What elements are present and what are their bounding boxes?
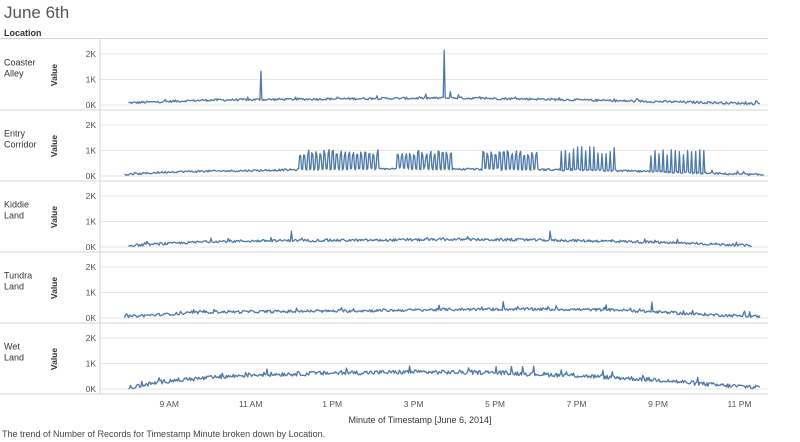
x-tick-label: 3 PM (404, 399, 424, 409)
y-tick-label: 1K (86, 74, 97, 84)
x-tick-label: 5 PM (485, 399, 505, 409)
row-label: Wet (4, 342, 20, 352)
y-tick-label: 1K (86, 358, 97, 368)
y-tick-label: 2K (86, 262, 97, 272)
row-label: Corridor (4, 140, 37, 150)
y-tick-label: 2K (86, 120, 97, 130)
y-tick-label: 0K (86, 100, 97, 110)
row-label: Land (4, 353, 24, 363)
page-title: June 6th (4, 3, 70, 22)
y-axis-label: Value (49, 277, 59, 299)
header-divider (0, 38, 768, 39)
x-tick-label: 9 AM (160, 399, 179, 409)
y-tick-label: 0K (86, 242, 97, 252)
series-line (124, 146, 764, 177)
series-line (128, 365, 761, 390)
x-tick-label: 11 AM (239, 399, 262, 409)
y-tick-label: 2K (86, 333, 97, 343)
y-tick-label: 0K (86, 313, 97, 323)
y-tick-label: 1K (86, 287, 97, 297)
y-axis-label: Value (49, 348, 59, 370)
y-tick-label: 2K (86, 49, 97, 59)
y-tick-label: 0K (86, 171, 97, 181)
chart-caption: The trend of Number of Records for Times… (2, 429, 326, 439)
x-axis-label: Minute of Timestamp [June 6, 2014] (348, 415, 491, 425)
row-label: Land (4, 211, 24, 221)
y-axis-label: Value (49, 64, 59, 86)
row-label: Kiddie (4, 200, 29, 210)
x-tick-label: 11 PM (728, 399, 752, 409)
row-label: Alley (4, 69, 24, 79)
row-label: Entry (4, 129, 26, 139)
x-tick-label: 7 PM (567, 399, 587, 409)
row-header: Location (4, 28, 42, 38)
y-tick-label: 0K (86, 384, 97, 394)
y-tick-label: 1K (86, 216, 97, 226)
y-axis-label: Value (49, 135, 59, 157)
y-axis-label: Value (49, 206, 59, 228)
series-line (128, 230, 752, 248)
series-line (128, 49, 761, 106)
row-label: Tundra (4, 271, 32, 281)
series-line (123, 301, 761, 319)
x-tick-label: 1 PM (322, 399, 342, 409)
row-label: Coaster (4, 58, 36, 68)
row-label: Land (4, 282, 24, 292)
x-tick-label: 9 PM (648, 399, 668, 409)
y-tick-label: 1K (86, 145, 97, 155)
y-tick-label: 2K (86, 191, 97, 201)
